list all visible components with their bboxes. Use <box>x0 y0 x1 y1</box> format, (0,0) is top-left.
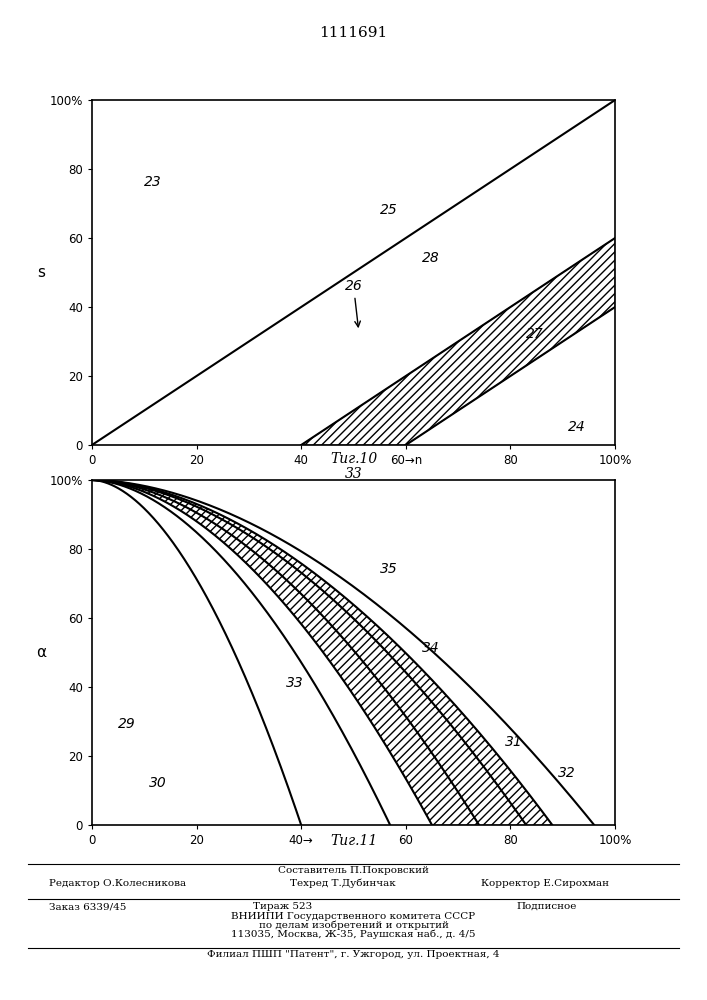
Text: 27: 27 <box>526 327 544 341</box>
Text: 33: 33 <box>344 467 363 481</box>
Text: 113035, Москва, Ж-35, Раушская наб., д. 4/5: 113035, Москва, Ж-35, Раушская наб., д. … <box>231 930 476 939</box>
Text: Составитель П.Покровский: Составитель П.Покровский <box>278 866 429 875</box>
Text: ВНИИПИ Государственного комитета СССР: ВНИИПИ Государственного комитета СССР <box>231 912 476 921</box>
Text: 32: 32 <box>558 766 575 780</box>
Text: 23: 23 <box>144 175 162 189</box>
Text: по делам изобретений и открытий: по делам изобретений и открытий <box>259 920 448 930</box>
Text: 35: 35 <box>380 562 397 576</box>
Text: 31: 31 <box>506 735 523 749</box>
Text: Подписное: Подписное <box>516 902 576 911</box>
Text: 34: 34 <box>421 642 439 656</box>
Text: Τиг.11: Τиг.11 <box>330 834 377 848</box>
Y-axis label: α: α <box>36 645 46 660</box>
Text: Тираж 523: Тираж 523 <box>253 902 312 911</box>
Text: 25: 25 <box>380 203 397 217</box>
Text: Заказ 6339/45: Заказ 6339/45 <box>49 902 127 911</box>
Text: Корректор Е.Сирохман: Корректор Е.Сирохман <box>481 879 609 888</box>
Text: 26: 26 <box>344 279 363 327</box>
Text: 1111691: 1111691 <box>320 26 387 40</box>
Text: Τиг.10: Τиг.10 <box>330 452 377 466</box>
Y-axis label: s: s <box>37 265 45 280</box>
Text: Филиал ПШП "Патент", г. Ужгород, ул. Проектная, 4: Филиал ПШП "Патент", г. Ужгород, ул. Про… <box>207 950 500 959</box>
Text: Техред Т.Дубинчак: Техред Т.Дубинчак <box>290 879 396 888</box>
Text: Редактор О.Колесникова: Редактор О.Колесникова <box>49 879 187 888</box>
Text: 29: 29 <box>118 717 136 731</box>
Text: 30: 30 <box>149 776 168 790</box>
Text: 33: 33 <box>286 676 303 690</box>
Text: 24: 24 <box>568 420 586 434</box>
Text: 28: 28 <box>421 251 439 265</box>
